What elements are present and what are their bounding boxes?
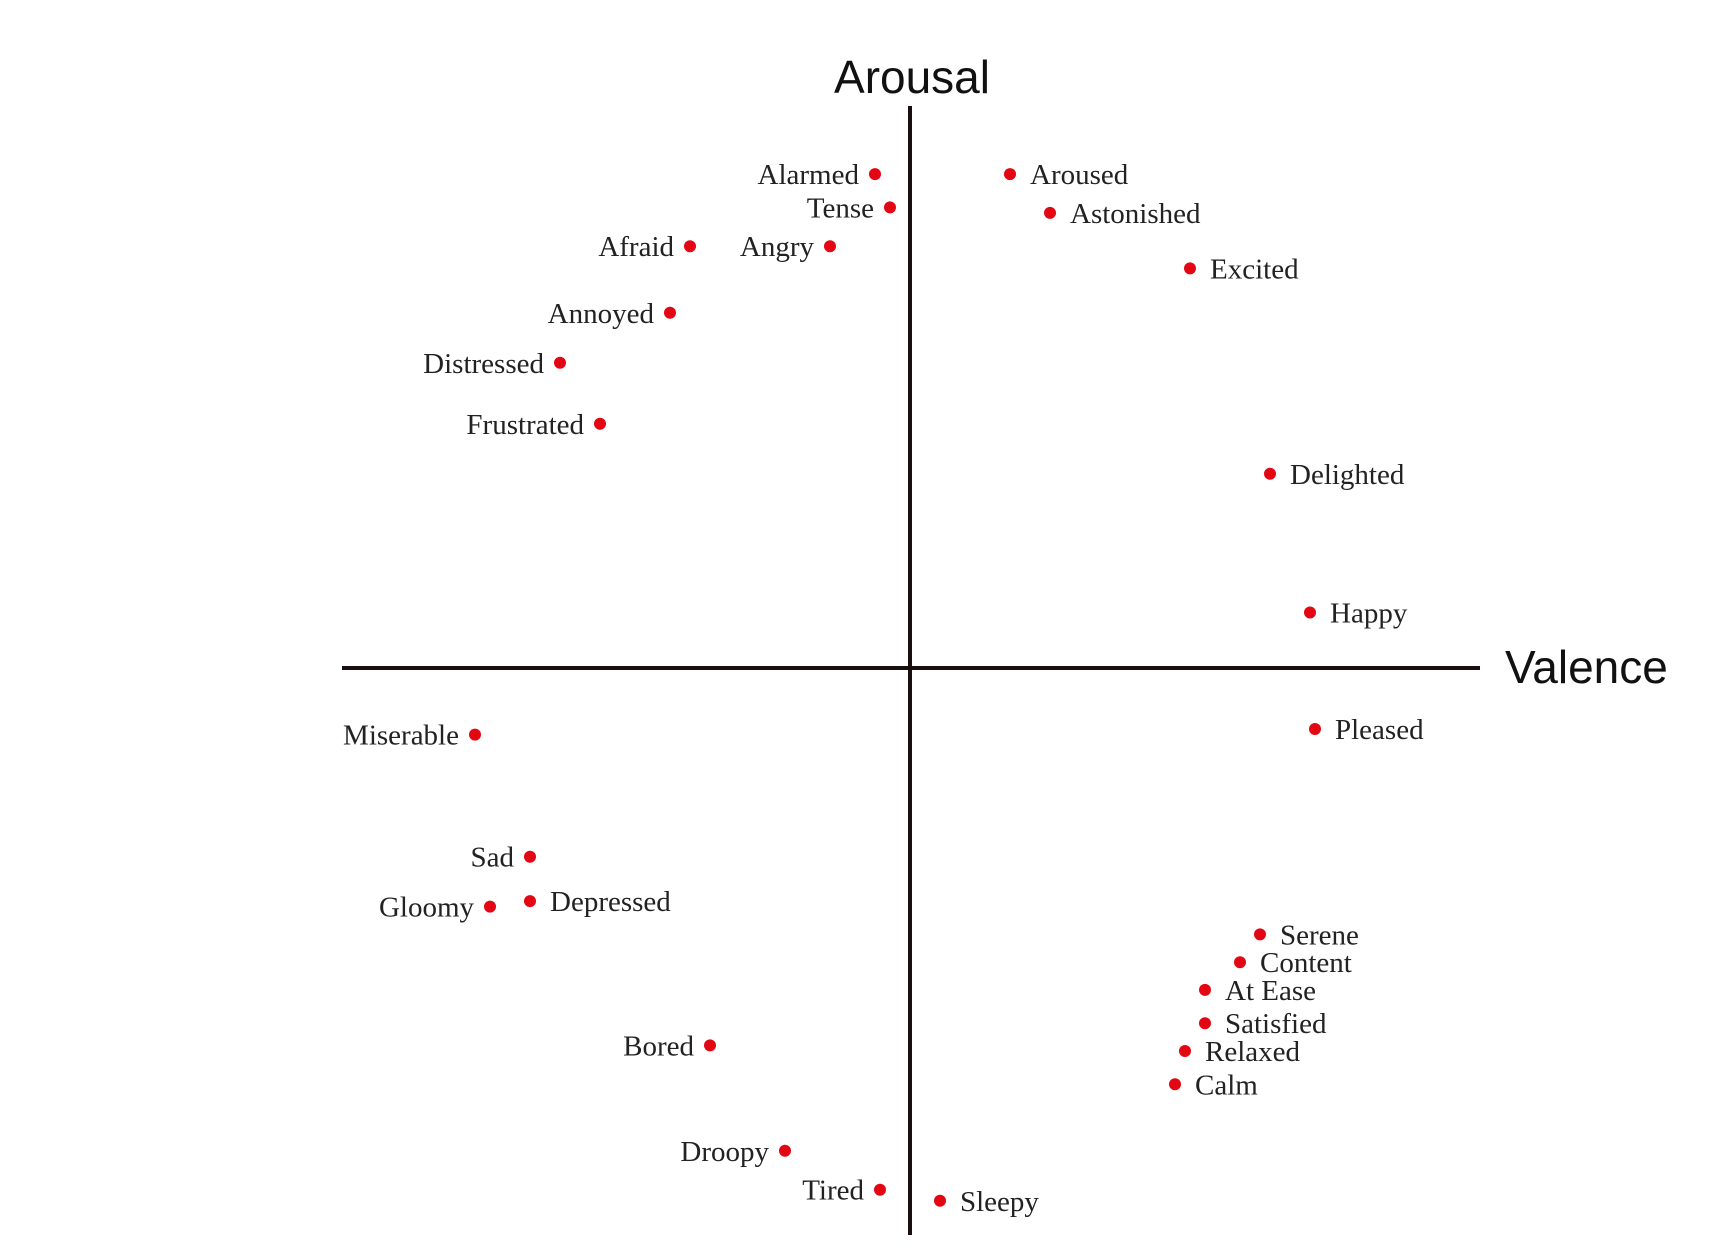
arousal-axis-title: Arousal — [834, 51, 990, 103]
point-satisfied — [1199, 1017, 1211, 1030]
label-sleepy: Sleepy — [960, 1186, 1039, 1218]
point-angry — [824, 240, 836, 253]
valence-axis-title: Valence — [1505, 641, 1668, 693]
point-alarmed — [869, 168, 881, 181]
point-astonished — [1044, 206, 1056, 219]
point-at-ease — [1199, 983, 1211, 996]
point-distressed — [554, 356, 566, 369]
label-alarmed: Alarmed — [758, 159, 860, 191]
label-excited: Excited — [1210, 253, 1299, 285]
label-delighted: Delighted — [1290, 459, 1405, 491]
point-sad — [524, 850, 536, 863]
point-relaxed — [1179, 1045, 1191, 1057]
label-afraid: Afraid — [598, 231, 674, 263]
label-tense: Tense — [807, 192, 874, 224]
label-sad: Sad — [471, 842, 515, 874]
point-happy — [1304, 606, 1316, 619]
point-delighted — [1264, 467, 1276, 480]
point-bored — [704, 1039, 716, 1052]
label-bored: Bored — [623, 1030, 694, 1062]
point-tense — [884, 201, 896, 214]
point-gloomy — [484, 900, 496, 913]
label-calm: Calm — [1195, 1069, 1258, 1101]
label-at-ease: At Ease — [1225, 975, 1316, 1007]
label-satisfied: Satisfied — [1225, 1008, 1327, 1040]
point-annoyed — [664, 306, 676, 319]
point-depressed — [524, 895, 536, 908]
label-pleased: Pleased — [1335, 714, 1424, 746]
point-pleased — [1309, 723, 1321, 735]
point-serene — [1254, 928, 1266, 941]
label-content: Content — [1260, 947, 1352, 979]
label-angry: Angry — [740, 231, 815, 263]
point-frustrated — [594, 417, 606, 430]
label-tired: Tired — [802, 1175, 864, 1207]
point-excited — [1184, 262, 1196, 275]
label-gloomy: Gloomy — [379, 892, 475, 924]
label-droopy: Droopy — [680, 1136, 769, 1168]
point-sleepy — [934, 1194, 946, 1207]
label-annoyed: Annoyed — [548, 298, 655, 330]
point-content — [1234, 956, 1246, 969]
label-frustrated: Frustrated — [466, 409, 584, 441]
label-aroused: Aroused — [1030, 159, 1129, 191]
label-depressed: Depressed — [550, 886, 671, 918]
label-serene: Serene — [1280, 919, 1359, 951]
point-calm — [1169, 1078, 1181, 1091]
point-miserable — [469, 728, 481, 741]
label-relaxed: Relaxed — [1205, 1036, 1301, 1068]
label-happy: Happy — [1330, 598, 1408, 630]
point-tired — [874, 1183, 886, 1196]
label-miserable: Miserable — [343, 720, 459, 752]
point-droopy — [779, 1144, 791, 1157]
point-aroused — [1004, 168, 1016, 181]
label-distressed: Distressed — [423, 348, 544, 380]
label-astonished: Astonished — [1070, 198, 1201, 230]
point-afraid — [684, 240, 696, 253]
